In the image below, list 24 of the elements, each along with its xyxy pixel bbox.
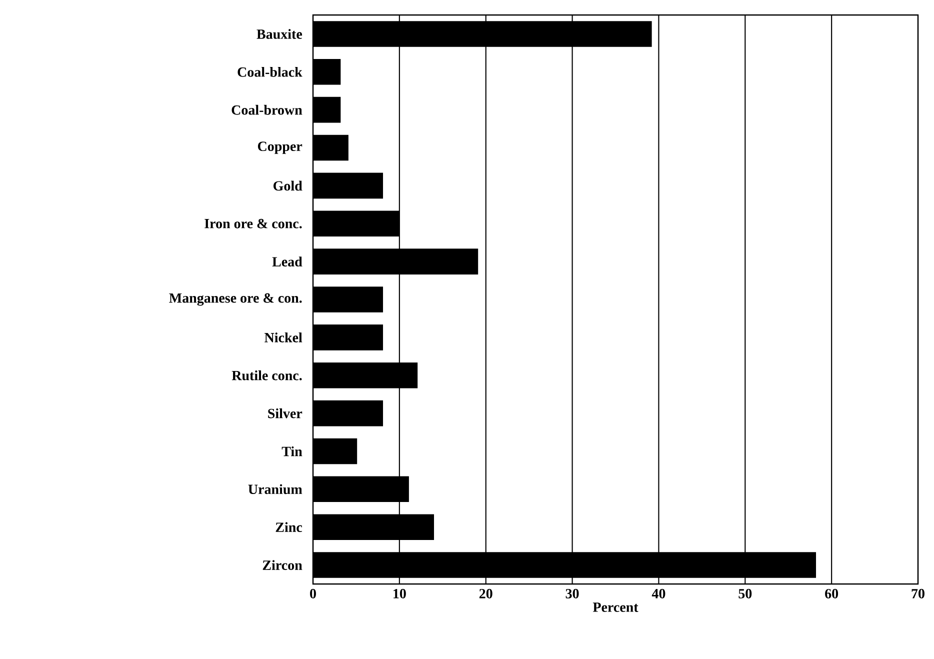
y-tick-label: Zircon: [262, 560, 302, 570]
x-tick-label: 60: [825, 588, 838, 598]
y-tick-label: Tin: [282, 446, 302, 456]
y-tick-label: Uranium: [248, 484, 302, 494]
y-tick-label: Bauxite: [256, 29, 302, 39]
y-tick-label: Copper: [258, 142, 302, 154]
y-tick-label: Iron ore & conc.: [204, 218, 302, 228]
x-tick-label: 10: [394, 588, 406, 598]
y-tick-label: Gold: [274, 180, 302, 191]
y-tick-label: Rutile conc.: [232, 370, 302, 380]
x-axis-title: Percent: [592, 602, 638, 612]
y-tick-label: Coal-black: [238, 66, 302, 77]
y-tick-label: Coal-brown: [232, 104, 302, 115]
x-tick-label: 30: [566, 588, 579, 598]
y-tick-label: Manganese ore & con.: [169, 293, 302, 306]
x-tick-label: 70: [912, 588, 924, 598]
x-tick-label: 50: [738, 588, 752, 598]
x-tick-label: 40: [652, 588, 666, 598]
y-tick-label: Nickel: [264, 332, 302, 342]
y-tick-label: Lead: [272, 256, 302, 266]
y-tick-label: Silver: [268, 408, 302, 418]
y-tick-label: Zinc: [276, 522, 302, 532]
x-tick-label: 20: [479, 588, 492, 598]
x-tick-label: 0: [310, 588, 316, 598]
